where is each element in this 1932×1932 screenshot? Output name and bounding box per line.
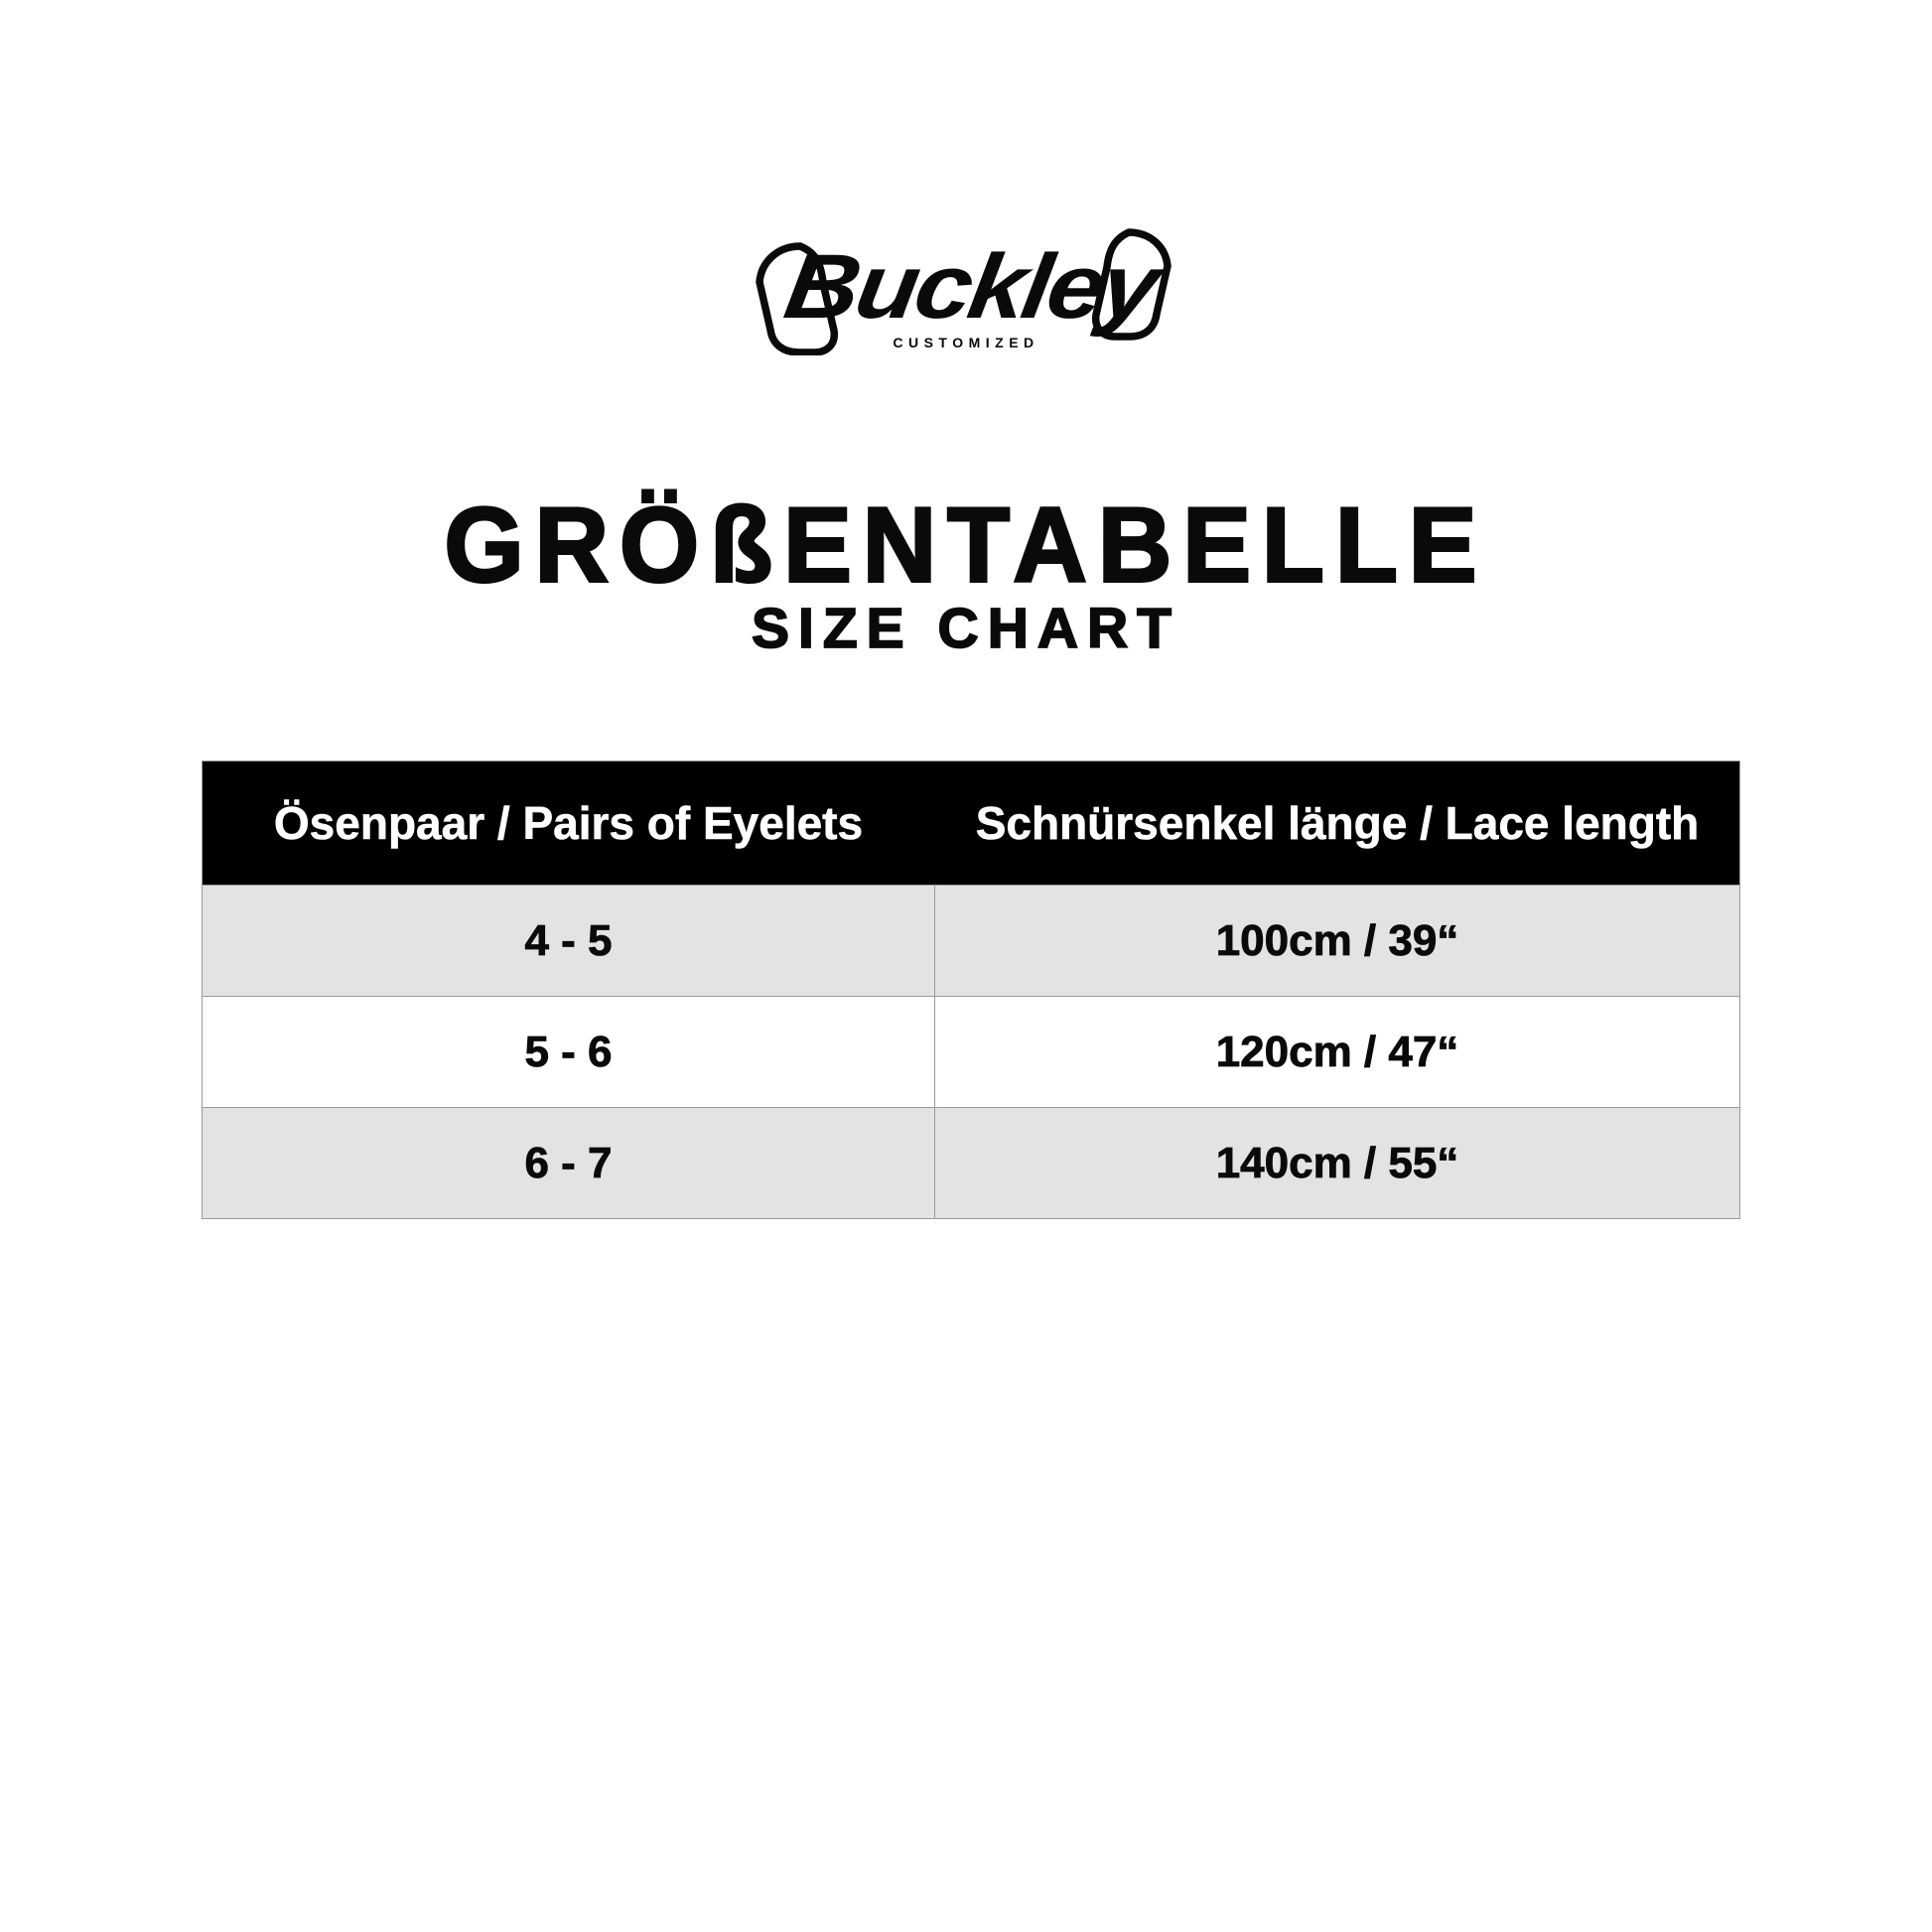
svg-text:Buckley: Buckley	[778, 235, 1172, 338]
svg-text:CUSTOMIZED: CUSTOMIZED	[893, 335, 1038, 350]
